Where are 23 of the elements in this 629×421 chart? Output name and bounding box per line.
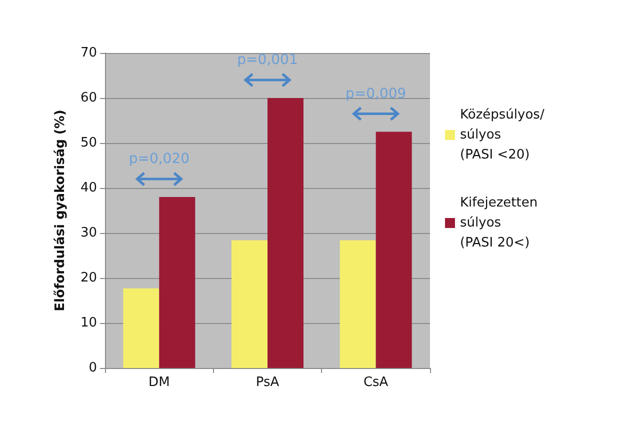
y-tick-label: 40 (80, 180, 97, 196)
bar (376, 132, 412, 368)
y-tick-label: 60 (80, 90, 97, 106)
annotation: p=0,009 (345, 86, 406, 102)
bar (232, 240, 268, 368)
bar (159, 197, 196, 368)
bar (123, 288, 160, 368)
x-tick-label: PsA (256, 375, 280, 390)
bar (268, 98, 304, 368)
legend-label: Középsúlyos/ súlyos (PASI <20) (460, 108, 545, 162)
y-axis-title: Előfordulási gyakoriság (%) (53, 110, 68, 312)
y-tick-label: 0 (88, 360, 97, 376)
x-tick-label: CsA (363, 375, 388, 390)
y-tick-label: 20 (80, 270, 97, 286)
annotation: p=0,001 (237, 52, 298, 68)
y-tick-label: 70 (80, 46, 97, 60)
y-tick-label: 30 (80, 226, 97, 240)
legend-label: Kifejezetten súlyos (PASI 20<) (460, 196, 538, 250)
y-tick-label: 50 (80, 136, 97, 150)
x-tick-label: DM (148, 375, 170, 390)
bar (340, 240, 376, 368)
y-tick-label: 10 (80, 316, 97, 330)
annotation: p=0,020 (128, 151, 190, 167)
